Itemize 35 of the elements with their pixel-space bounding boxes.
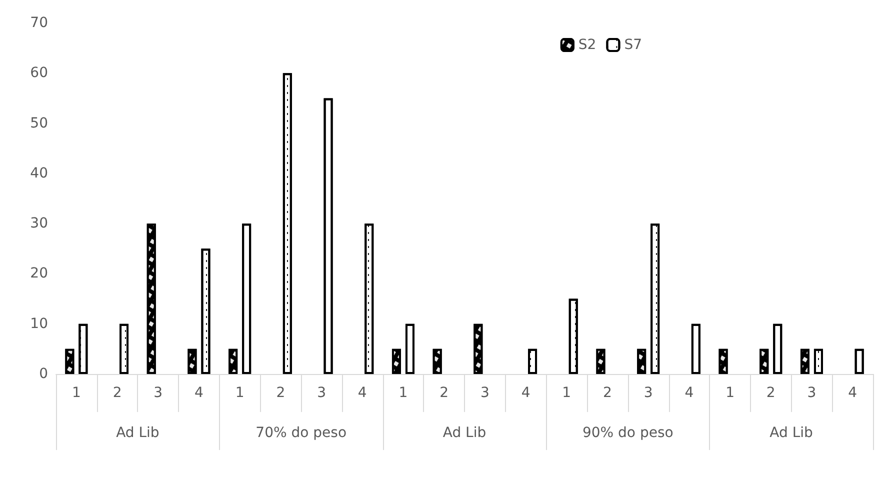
x-tick-label: 1	[726, 385, 734, 401]
legend-label: S7	[624, 37, 642, 53]
y-tick-label: 20	[30, 266, 48, 282]
x-tick-label: 3	[480, 385, 490, 401]
x-tick-label: 2	[603, 385, 612, 401]
x-tick-label: 4	[684, 385, 694, 401]
y-tick-label: 10	[30, 316, 48, 332]
y-tick-label: 0	[39, 366, 48, 382]
x-tick-label: 3	[807, 385, 816, 401]
text: Ad Lib	[442, 425, 486, 441]
x-tick-label: 3	[644, 385, 653, 401]
x-tick-label: 1	[235, 385, 244, 401]
x-tick-label: 2	[276, 385, 286, 401]
x-tick-label: 1	[562, 385, 572, 401]
x-tick-label: 4	[194, 385, 204, 401]
y-tick-label: 50	[30, 115, 48, 132]
text: Ad Lib	[770, 425, 814, 441]
y-tick-label: 70	[30, 15, 48, 31]
text: 90% do peso	[582, 425, 674, 441]
legend-label: S2	[578, 37, 596, 53]
x-tick-label: 2	[440, 385, 449, 401]
x-tick-label: 4	[848, 385, 858, 401]
x-tick-label: 4	[358, 385, 367, 401]
x-tick-label: 4	[521, 385, 530, 401]
y-tick-label: 30	[30, 216, 48, 232]
x-tick-label: 2	[766, 385, 776, 401]
text: Ad Lib	[116, 425, 160, 441]
x-tick-label: 3	[154, 385, 163, 401]
x-tick-label: 2	[112, 385, 122, 401]
y-tick-label: 40	[30, 165, 48, 182]
x-tick-label: 1	[72, 385, 81, 401]
y-tick-label: 60	[30, 65, 48, 82]
text: 70% do peso	[256, 425, 347, 441]
x-tick-label: 1	[398, 385, 408, 401]
x-tick-label: 3	[317, 385, 326, 401]
